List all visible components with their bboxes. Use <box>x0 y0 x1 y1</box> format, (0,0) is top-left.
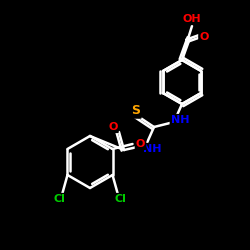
Text: NH: NH <box>143 144 161 154</box>
Text: Cl: Cl <box>114 194 126 204</box>
Text: O: O <box>108 122 118 132</box>
Text: O: O <box>199 32 209 42</box>
Text: OH: OH <box>183 14 201 24</box>
Text: Cl: Cl <box>54 194 66 204</box>
Text: O: O <box>136 139 145 149</box>
Text: S: S <box>132 104 140 118</box>
Text: NH: NH <box>171 115 189 125</box>
